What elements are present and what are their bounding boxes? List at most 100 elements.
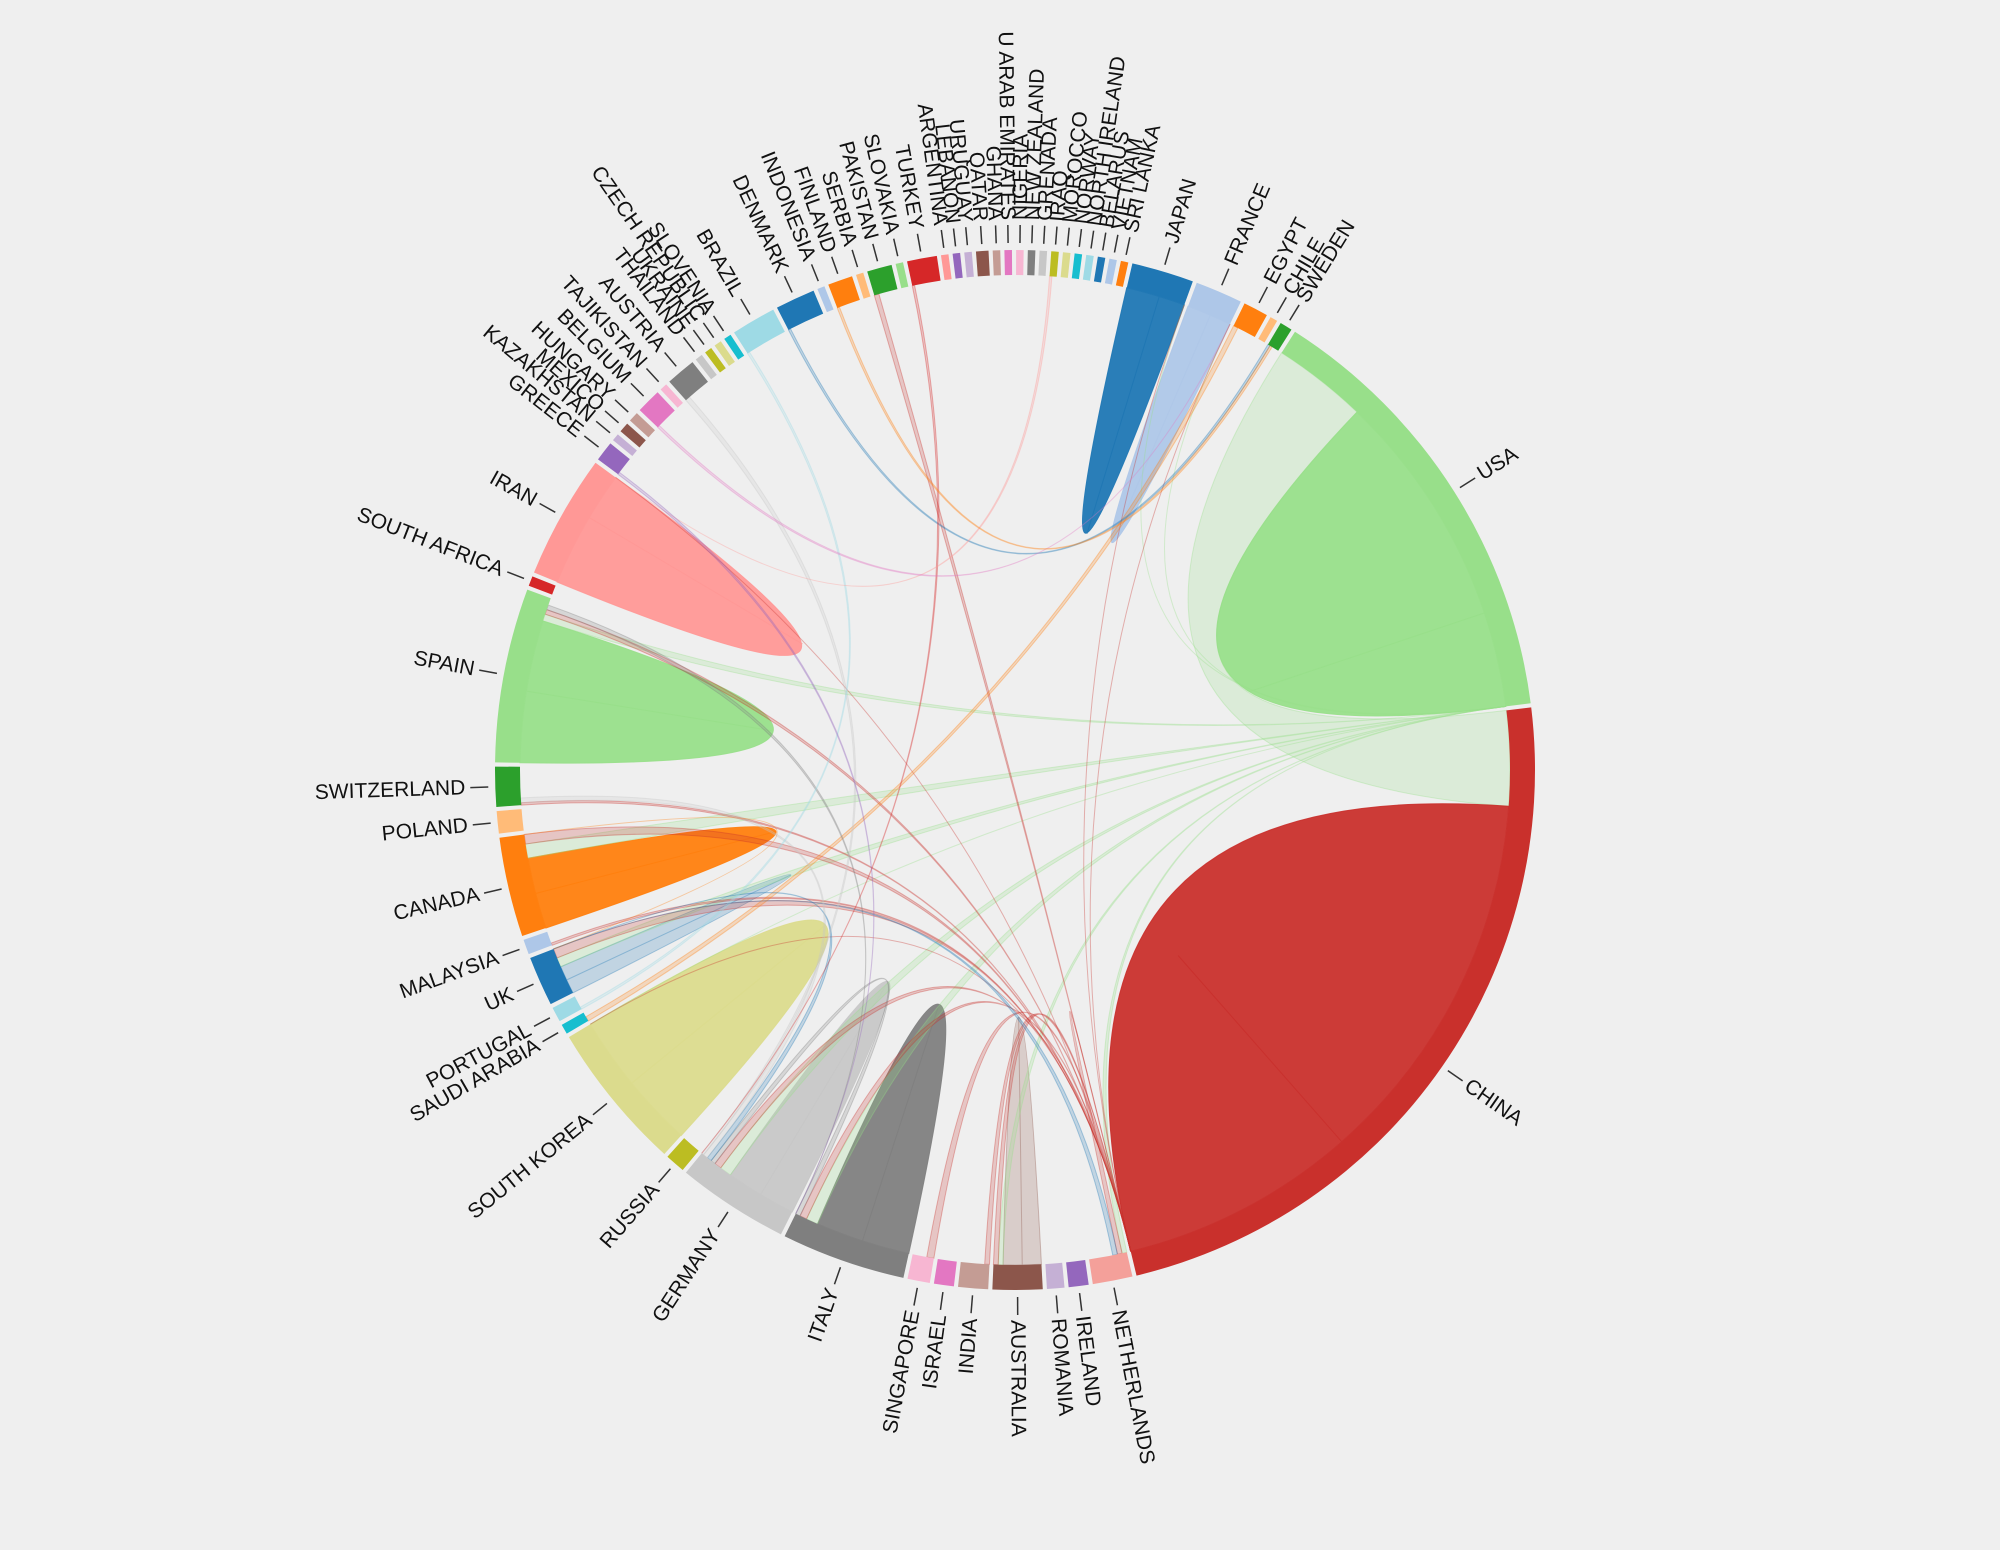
tick-turkey xyxy=(916,233,922,252)
arc-indonesia[interactable] xyxy=(817,286,834,313)
label-france: FRANCE xyxy=(1220,180,1275,268)
tick-brazil xyxy=(740,298,751,315)
arc-denmark[interactable] xyxy=(776,290,824,330)
tick-uk xyxy=(516,983,534,993)
arc-iraq[interactable] xyxy=(1049,251,1059,277)
arc-usa[interactable] xyxy=(1281,331,1531,707)
label-switzerland: SWITZERLAND xyxy=(314,776,465,804)
arc-netherlands[interactable] xyxy=(1089,1252,1133,1285)
arc-uk[interactable] xyxy=(530,948,574,1005)
tick-norway xyxy=(1078,228,1083,248)
arc-romania[interactable] xyxy=(1045,1262,1065,1290)
tick-japan xyxy=(1164,247,1171,265)
arc-finland[interactable] xyxy=(828,276,860,309)
arc-japan[interactable] xyxy=(1126,263,1193,305)
arc-russia[interactable] xyxy=(667,1138,699,1170)
arc-egypt[interactable] xyxy=(1233,303,1267,337)
arc-poland[interactable] xyxy=(496,809,524,834)
arc-canada[interactable] xyxy=(499,834,546,936)
arc-lebanon[interactable] xyxy=(952,252,963,279)
arc-belgium[interactable] xyxy=(639,392,675,428)
arc-grenada[interactable] xyxy=(1038,250,1048,276)
arc-ukraine[interactable] xyxy=(705,347,726,373)
tick-malaysia xyxy=(502,948,520,957)
arc-turkey[interactable] xyxy=(907,255,941,286)
label-u-arab-emirates: U ARAB EMIRATES xyxy=(994,31,1019,220)
tick-iraq xyxy=(1054,226,1058,245)
tick-france xyxy=(1221,268,1230,286)
arc-spain[interactable] xyxy=(495,589,551,763)
tick-hungary xyxy=(614,399,629,413)
arc-brazil[interactable] xyxy=(734,309,785,354)
arc-uruguay[interactable] xyxy=(964,251,974,278)
arc-nigeria[interactable] xyxy=(1016,250,1024,276)
label-usa: USA xyxy=(1473,442,1522,485)
arc-czech-republic[interactable] xyxy=(714,341,735,366)
arc-greece[interactable] xyxy=(597,443,630,475)
tick-argentina xyxy=(940,229,945,248)
arc-kazakhstan[interactable] xyxy=(612,434,637,457)
arc-thailand[interactable] xyxy=(695,354,717,380)
arc-u-arab-emirates[interactable] xyxy=(1004,250,1013,276)
arc-slovakia[interactable] xyxy=(895,262,909,289)
arc-morocco[interactable] xyxy=(1060,252,1071,278)
label-iran: IRAN xyxy=(486,466,541,511)
arc-italy[interactable] xyxy=(784,1213,909,1278)
ribbon-china-spain xyxy=(544,608,1132,1252)
ribbon-usa-spain xyxy=(542,613,1506,726)
arc-vietnam[interactable] xyxy=(1104,258,1117,285)
label-poland: POLAND xyxy=(381,814,469,846)
tick-uruguay xyxy=(964,227,969,246)
arc-qatar[interactable] xyxy=(975,250,990,277)
tick-chile xyxy=(1276,296,1287,314)
arc-south-korea[interactable] xyxy=(568,1024,682,1154)
arc-pakistan[interactable] xyxy=(867,264,898,296)
tick-usa xyxy=(1459,477,1476,489)
arc-serbia[interactable] xyxy=(855,272,871,299)
arc-belarus[interactable] xyxy=(1093,256,1106,283)
arc-switzerland[interactable] xyxy=(495,766,522,807)
arc-australia[interactable] xyxy=(992,1264,1043,1290)
arc-malaysia[interactable] xyxy=(523,931,553,955)
arc-saudi-arabia[interactable] xyxy=(561,1012,589,1034)
arc-israel[interactable] xyxy=(933,1258,957,1287)
arc-austria[interactable] xyxy=(669,362,708,401)
arc-iran[interactable] xyxy=(533,462,616,582)
arc-sri-lanka[interactable] xyxy=(1115,260,1129,287)
tick-sri-lanka xyxy=(1125,237,1131,256)
tick-thailand xyxy=(682,336,696,353)
arc-portugal[interactable] xyxy=(552,996,582,1022)
label-spain: SPAIN xyxy=(412,647,477,681)
tick-mexico xyxy=(604,410,620,424)
arc-new-zealand[interactable] xyxy=(1027,250,1036,276)
arc-slovenia[interactable] xyxy=(724,334,745,360)
ribbon-layer xyxy=(519,275,1511,1266)
arc-india[interactable] xyxy=(958,1262,990,1290)
arc-south-africa[interactable] xyxy=(528,576,556,595)
arc-ghana[interactable] xyxy=(992,250,1001,276)
arc-ireland[interactable] xyxy=(1066,1260,1089,1288)
ribbon-usa-italy xyxy=(805,705,1506,1225)
arc-chile[interactable] xyxy=(1258,317,1278,343)
arc-sweden[interactable] xyxy=(1267,323,1292,351)
arc-tajikistan[interactable] xyxy=(660,384,683,408)
tick-grenada xyxy=(1042,225,1046,244)
tick-north-ireland xyxy=(1090,230,1095,249)
tick-pakistan xyxy=(872,243,879,262)
arc-germany[interactable] xyxy=(685,1153,793,1235)
arc-norway[interactable] xyxy=(1071,253,1083,280)
label-grenada: GRENADA xyxy=(1034,116,1063,221)
arc-china[interactable] xyxy=(1130,707,1536,1276)
ribbon-france-france xyxy=(1110,305,1231,544)
arc-mexico[interactable] xyxy=(620,423,646,448)
arc-argentina[interactable] xyxy=(940,254,952,281)
tick-serbia xyxy=(851,249,859,268)
tick-poland xyxy=(472,822,491,826)
label-south-korea: SOUTH KOREA xyxy=(463,1109,596,1224)
arc-north-ireland[interactable] xyxy=(1082,254,1094,281)
arc-france[interactable] xyxy=(1188,282,1241,325)
arc-singapore[interactable] xyxy=(907,1254,934,1283)
ribbon-china-south-korea xyxy=(590,935,1132,1252)
arc-hungary[interactable] xyxy=(629,413,655,438)
ribbon-germany-switzerland xyxy=(520,795,826,1159)
